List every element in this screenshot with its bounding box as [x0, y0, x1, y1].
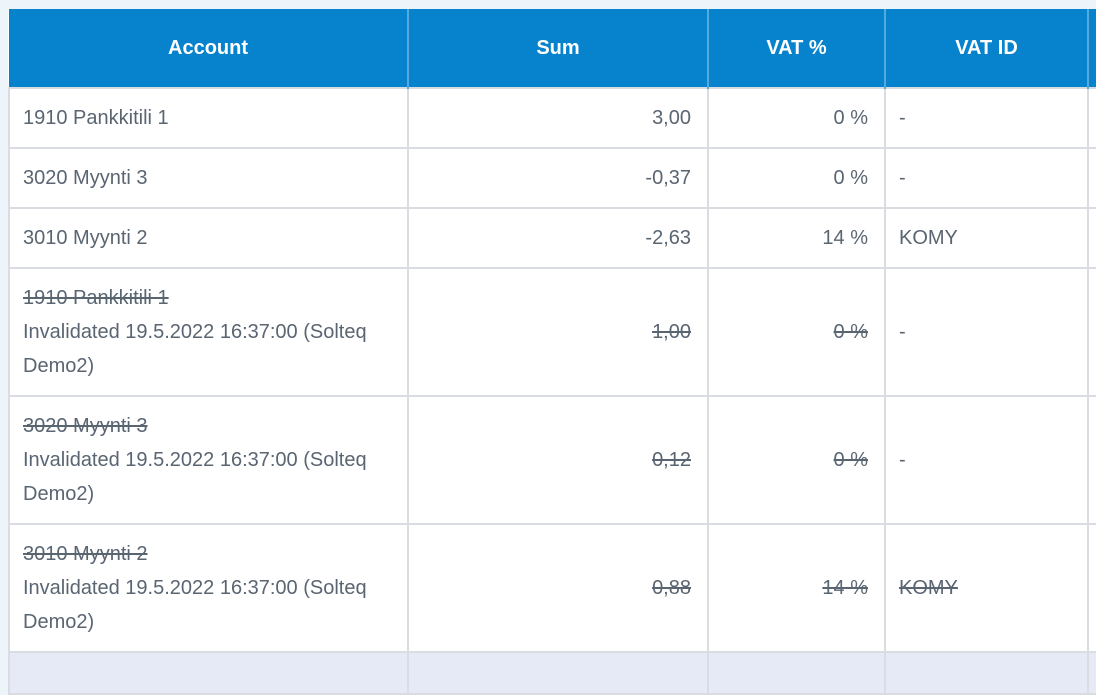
vat-id-value: - — [899, 167, 906, 189]
account-cell: 3010 Myynti 2 Invalidated 19.5.2022 16:3… — [8, 523, 409, 653]
vat-percent-cell: 0 % — [707, 87, 886, 149]
account-cell: 1910 Pankkitili 1 Invalidated 19.5.2022 … — [8, 267, 409, 397]
column-header-vat-id: VAT ID — [884, 9, 1088, 88]
table-header: Account Sum VAT % VAT ID — [9, 9, 1096, 88]
vat-percent-value: 0 % — [833, 321, 868, 343]
vat-id-value: KOMY — [899, 227, 958, 249]
account-cell: 3010 Myynti 2 — [8, 207, 409, 269]
vat-percent-value: 0 % — [833, 167, 868, 189]
footer-cell — [1087, 651, 1096, 695]
table-row-invalidated: 3010 Myynti 2 Invalidated 19.5.2022 16:3… — [8, 523, 1096, 653]
sum-cell: 0,12 — [407, 395, 709, 525]
account-name: 3020 Myynti 3 — [23, 167, 148, 189]
table-footer-row — [8, 651, 1096, 695]
vat-percent-cell: 0 % — [707, 395, 886, 525]
sum-cell: 3,00 — [407, 87, 709, 149]
footer-cell — [707, 651, 886, 695]
table-body: 1910 Pankkitili 1 3,00 0 % - 3020 Myynti… — [8, 87, 1096, 695]
extra-cell — [1087, 395, 1096, 525]
account-cell: 1910 Pankkitili 1 — [8, 87, 409, 149]
table-row: 3020 Myynti 3 -0,37 0 % - — [8, 147, 1096, 209]
header-row: Account Sum VAT % VAT ID — [9, 9, 1096, 88]
sum-value: 0,88 — [652, 577, 691, 599]
vat-percent-cell: 0 % — [707, 147, 886, 209]
account-name: 3010 Myynti 2 — [23, 543, 148, 565]
sum-value: 0,12 — [652, 449, 691, 471]
table-row: 3010 Myynti 2 -2,63 14 % KOMY — [8, 207, 1096, 269]
accounting-table-container: Account Sum VAT % VAT ID 1910 Pankkitili… — [8, 9, 1096, 695]
sum-cell: -0,37 — [407, 147, 709, 209]
vat-id-cell: - — [884, 267, 1089, 397]
column-header-account: Account — [9, 9, 408, 88]
invalidated-note: Invalidated 19.5.2022 16:37:00 (Solteq D… — [23, 577, 367, 633]
sum-cell: -2,63 — [407, 207, 709, 269]
sum-cell: 1,00 — [407, 267, 709, 397]
footer-cell — [884, 651, 1089, 695]
column-header-extra — [1087, 9, 1096, 88]
vat-id-cell: KOMY — [884, 207, 1089, 269]
vat-id-value: - — [899, 107, 906, 129]
column-header-vat-percent: VAT % — [707, 9, 885, 88]
sum-value: 1,00 — [652, 321, 691, 343]
sum-value: -0,37 — [645, 167, 691, 189]
account-name: 3010 Myynti 2 — [23, 227, 148, 249]
sum-cell: 0,88 — [407, 523, 709, 653]
vat-percent-cell: 0 % — [707, 267, 886, 397]
vat-id-value: - — [899, 321, 906, 343]
invalidated-note: Invalidated 19.5.2022 16:37:00 (Solteq D… — [23, 449, 367, 505]
account-cell: 3020 Myynti 3 Invalidated 19.5.2022 16:3… — [8, 395, 409, 525]
extra-cell — [1087, 207, 1096, 269]
table-row: 1910 Pankkitili 1 3,00 0 % - — [8, 87, 1096, 149]
sum-value: -2,63 — [645, 227, 691, 249]
extra-cell — [1087, 147, 1096, 209]
account-name: 1910 Pankkitili 1 — [23, 107, 169, 129]
vat-percent-cell: 14 % — [707, 523, 886, 653]
vat-id-value: KOMY — [899, 577, 958, 599]
vat-percent-cell: 14 % — [707, 207, 886, 269]
vat-percent-value: 14 % — [822, 227, 868, 249]
account-name: 1910 Pankkitili 1 — [23, 287, 169, 309]
footer-cell — [407, 651, 709, 695]
table-row-invalidated: 1910 Pankkitili 1 Invalidated 19.5.2022 … — [8, 267, 1096, 397]
vat-id-cell: - — [884, 87, 1089, 149]
account-name: 3020 Myynti 3 — [23, 415, 148, 437]
vat-id-cell: KOMY — [884, 523, 1089, 653]
sum-value: 3,00 — [652, 107, 691, 129]
footer-cell — [8, 651, 409, 695]
account-cell: 3020 Myynti 3 — [8, 147, 409, 209]
vat-id-cell: - — [884, 395, 1089, 525]
accounting-rows-table: Account Sum VAT % VAT ID 1910 Pankkitili… — [8, 9, 1096, 695]
vat-percent-value: 0 % — [833, 107, 868, 129]
extra-cell — [1087, 87, 1096, 149]
column-header-sum: Sum — [407, 9, 708, 88]
invalidated-note: Invalidated 19.5.2022 16:37:00 (Solteq D… — [23, 321, 367, 377]
vat-percent-value: 0 % — [833, 449, 868, 471]
table-row-invalidated: 3020 Myynti 3 Invalidated 19.5.2022 16:3… — [8, 395, 1096, 525]
vat-id-cell: - — [884, 147, 1089, 209]
vat-percent-value: 14 % — [822, 577, 868, 599]
extra-cell — [1087, 267, 1096, 397]
vat-id-value: - — [899, 449, 906, 471]
extra-cell — [1087, 523, 1096, 653]
